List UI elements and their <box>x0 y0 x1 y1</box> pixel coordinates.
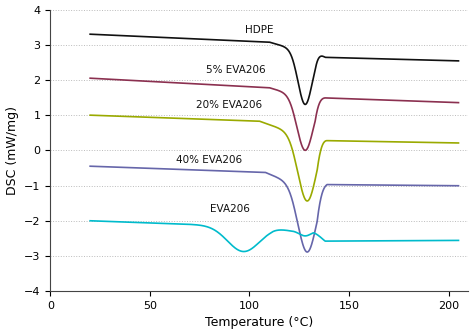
Text: EVA206: EVA206 <box>210 204 249 214</box>
Text: 40% EVA206: 40% EVA206 <box>176 155 242 165</box>
Y-axis label: DSC (mW/mg): DSC (mW/mg) <box>6 106 18 195</box>
Text: 5% EVA206: 5% EVA206 <box>206 65 265 75</box>
X-axis label: Temperature (°C): Temperature (°C) <box>205 317 313 329</box>
Text: 20% EVA206: 20% EVA206 <box>196 100 262 110</box>
Text: HDPE: HDPE <box>246 25 274 35</box>
